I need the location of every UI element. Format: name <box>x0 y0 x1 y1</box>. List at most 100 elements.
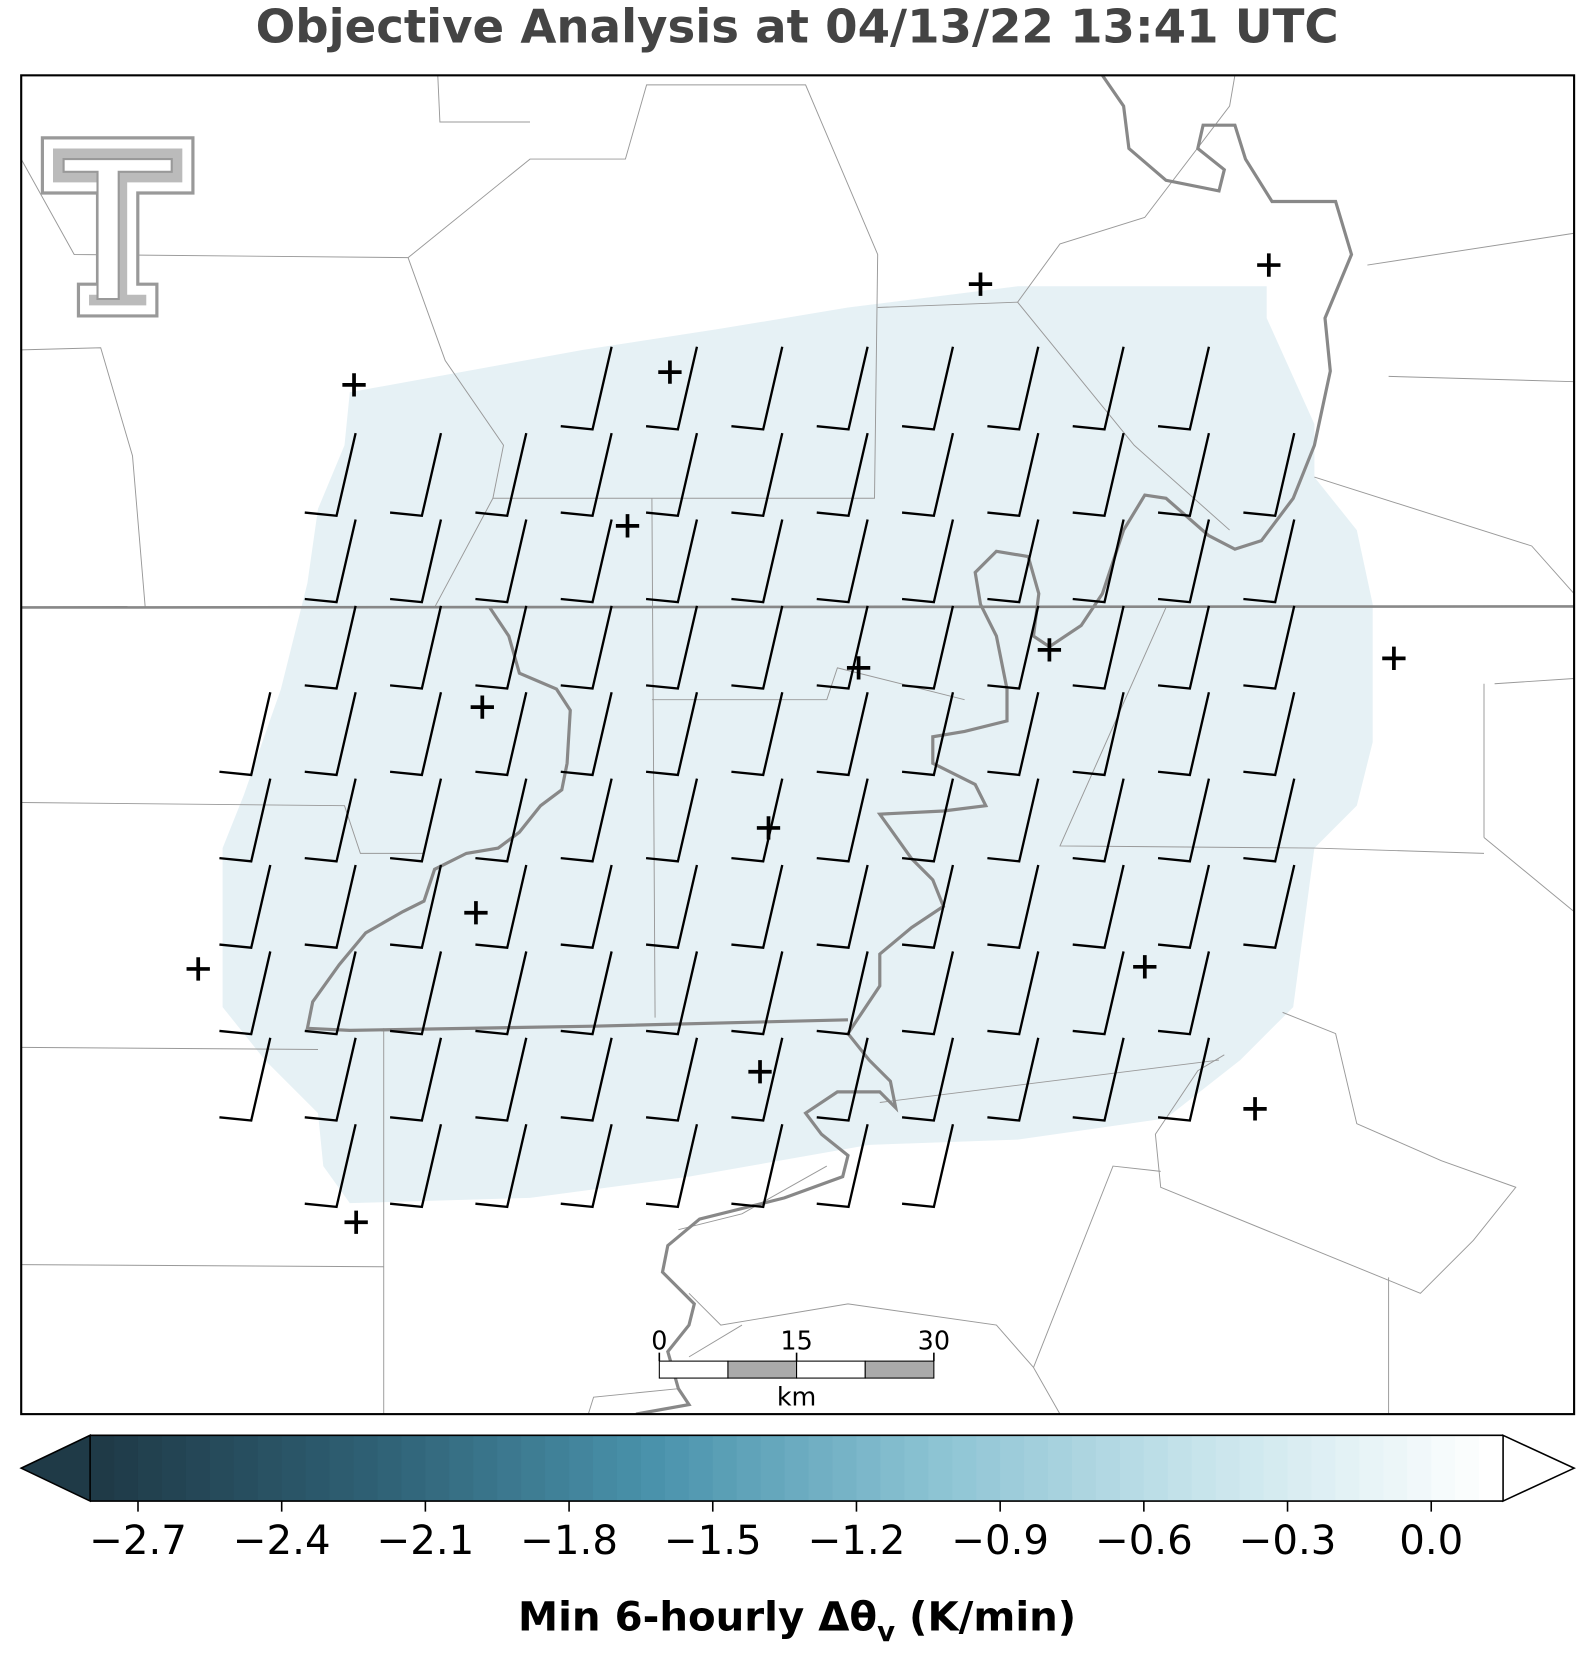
wind-barb <box>560 432 613 518</box>
wind-barb <box>1072 864 1125 949</box>
wind-barb <box>1157 951 1211 1036</box>
colorbar-band <box>137 1435 163 1502</box>
wind-barb <box>475 691 528 777</box>
map <box>20 74 1576 1416</box>
colorbar-tick-label: −0.6 <box>1095 1518 1193 1564</box>
colorbar-band <box>329 1435 355 1502</box>
wind-barb <box>389 691 443 777</box>
scale-tick-label: 30 <box>918 1325 950 1355</box>
colorbar-band <box>952 1435 977 1502</box>
wind-barb <box>1072 778 1125 863</box>
colorbar-band <box>425 1435 450 1502</box>
wind-barb <box>1072 346 1125 431</box>
colorbar-band <box>1000 1435 1025 1502</box>
colorbar-band <box>1479 1435 1504 1502</box>
wind-barb <box>475 1123 528 1209</box>
colorbar-band <box>664 1435 690 1502</box>
scale-segment <box>658 1360 729 1379</box>
colorbar-band <box>497 1435 522 1502</box>
wind-barb <box>1157 519 1211 604</box>
colorbar-band <box>760 1435 786 1502</box>
wind-barb <box>475 951 528 1036</box>
wind-barb <box>901 691 955 777</box>
colorbar-tick-label: −2.1 <box>376 1518 474 1564</box>
wind-barb <box>1157 778 1211 863</box>
colorbar-band <box>1431 1435 1456 1502</box>
colorbar-outline <box>90 1434 1504 1502</box>
wind-barb <box>304 691 357 777</box>
wind-barb <box>731 519 784 604</box>
title: Objective Analysis at 04/13/22 13:41 UTC <box>256 0 1339 53</box>
wind-barb <box>645 432 699 518</box>
wind-barb <box>389 951 443 1036</box>
colorbar-label-main: Min 6-hourly Δθ <box>518 1594 877 1640</box>
colorbar-band <box>569 1435 594 1502</box>
wind-barb <box>304 1123 357 1209</box>
colorbar-band <box>880 1435 905 1502</box>
colorbar-band <box>1287 1435 1313 1502</box>
wind-barb <box>731 432 784 518</box>
colorbar-band <box>114 1435 139 1502</box>
wind-barb <box>987 778 1040 863</box>
colorbar-band <box>593 1435 618 1502</box>
wind-barb <box>219 864 272 949</box>
station-marker <box>1133 955 1157 979</box>
wind-barb <box>475 605 528 690</box>
wind-barb <box>987 605 1040 690</box>
wind-barb <box>475 432 528 518</box>
wind-barb <box>304 519 357 604</box>
wind-barb <box>560 346 613 431</box>
colorbar-band <box>545 1435 570 1502</box>
colorbar-band <box>1095 1435 1121 1502</box>
scale-segment <box>727 1360 798 1379</box>
colorbar-band <box>784 1435 810 1502</box>
station-marker <box>1382 646 1406 671</box>
colorbar-band <box>904 1435 929 1502</box>
colorbar-band <box>1024 1435 1049 1502</box>
colorbar-band <box>1455 1435 1480 1502</box>
colorbar-band <box>1048 1435 1073 1502</box>
wind-barb <box>901 605 955 690</box>
scale-segment <box>864 1360 935 1379</box>
scale-unit: km <box>777 1382 817 1412</box>
wind-barb <box>1157 432 1211 518</box>
station-marker <box>344 1210 368 1234</box>
wind-barb <box>560 951 613 1036</box>
wind-barb <box>901 778 955 863</box>
wind-barb <box>816 346 869 431</box>
wind-barb <box>645 778 699 863</box>
colorbar-extend-high <box>1502 1434 1576 1503</box>
wind-barb <box>389 519 443 604</box>
wind-barb <box>816 519 869 604</box>
wind-barb <box>987 346 1040 431</box>
wind-barb <box>219 1037 272 1122</box>
colorbar-band <box>616 1435 642 1502</box>
wind-barb <box>389 1037 443 1122</box>
station-marker <box>470 695 494 719</box>
colorbar-band <box>808 1435 834 1502</box>
scale-bar: 0 15 30 km <box>651 1325 950 1411</box>
wind-barb <box>389 432 443 518</box>
colorbar-band <box>1239 1435 1265 1502</box>
colorbar-tick-label: −1.2 <box>808 1518 906 1564</box>
colorbar-extend-low <box>19 1434 91 1503</box>
colorbar-band <box>1072 1435 1097 1502</box>
wind-barb <box>731 691 784 777</box>
colorbar-band <box>353 1435 379 1502</box>
wind-barb <box>560 778 613 863</box>
colorbar-band <box>688 1435 714 1502</box>
wind-barb <box>304 951 357 1036</box>
wind-barb <box>389 864 443 949</box>
station-marker <box>968 272 993 296</box>
wind-barb <box>816 691 869 777</box>
wind-barb <box>560 691 613 777</box>
rivers <box>21 75 1575 1415</box>
colorbar-band <box>281 1435 307 1502</box>
station-marker <box>342 373 366 397</box>
wind-barb <box>1072 951 1125 1036</box>
colorbar-band <box>832 1435 858 1502</box>
colorbar-tick-label: −0.9 <box>951 1518 1049 1564</box>
wind-barb <box>987 519 1040 604</box>
wind-barb <box>1157 346 1211 431</box>
wind-barb <box>987 951 1040 1036</box>
